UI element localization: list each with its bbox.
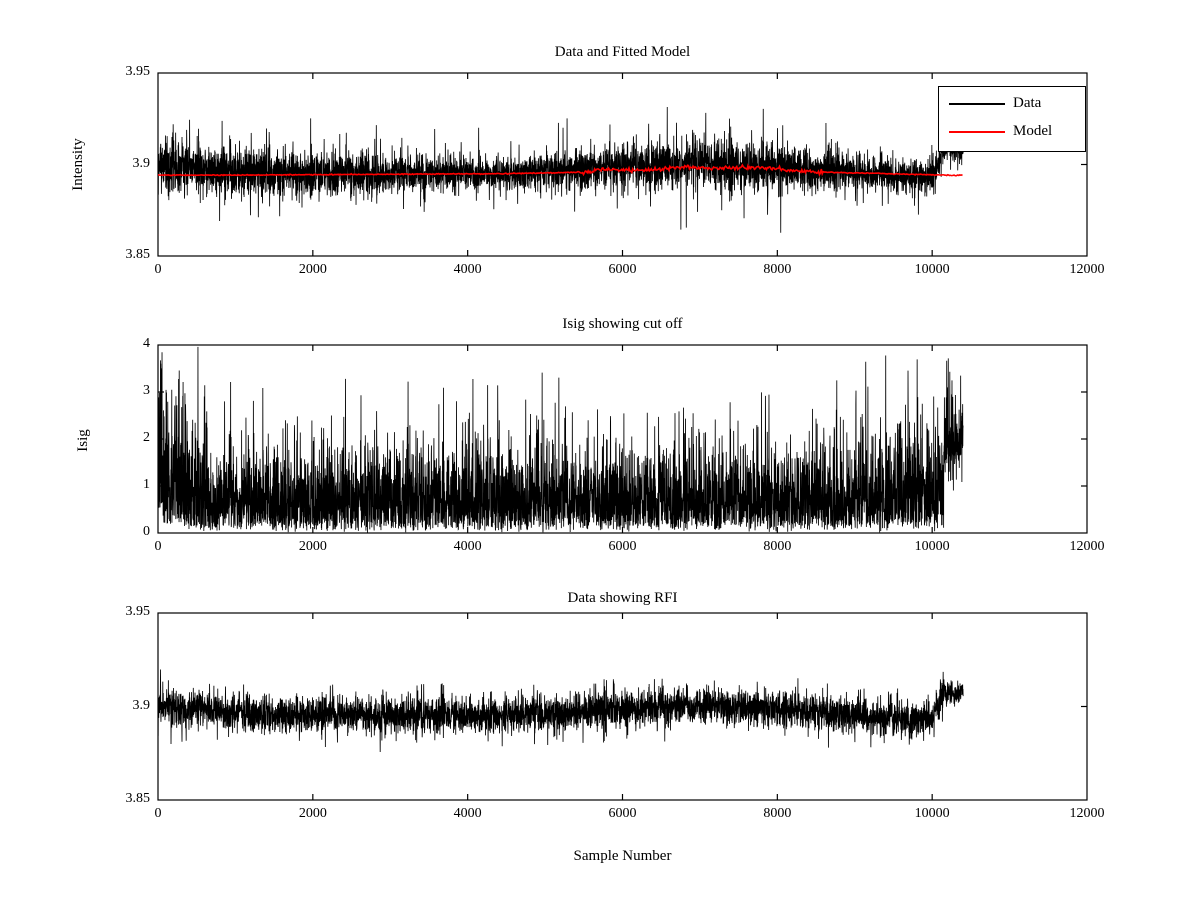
x-tick-label: 6000 — [608, 262, 637, 277]
x-tick-label: 6000 — [608, 539, 637, 554]
plot-area-bottom — [157, 612, 1088, 801]
panel-data-and-fitted-model: Data and Fitted Model Intensity 0 2000 400… — [0, 0, 1200, 300]
legend-label-model: Model — [1013, 123, 1053, 139]
x-tick-label: 2000 — [298, 806, 327, 821]
x-tick-label: 8000 — [763, 262, 792, 277]
plot-title-middle: Isig showing cut off — [562, 316, 683, 332]
x-tick-label: 10000 — [914, 539, 950, 554]
x-tick-label: 8000 — [763, 539, 792, 554]
x-tick-label: 12000 — [1069, 262, 1105, 277]
plot-title-top: Data and Fitted Model — [554, 44, 691, 60]
isig-trace-middle — [158, 346, 964, 533]
legend-entry-data: Data — [939, 93, 1085, 115]
legend-swatch-data — [949, 103, 1005, 105]
plot-area-top — [157, 72, 1088, 257]
data-trace-bottom — [158, 669, 964, 753]
y-tick-label: 4 — [143, 336, 150, 351]
x-tick-label: 2000 — [298, 539, 327, 554]
y-tick-label: 3.9 — [132, 697, 151, 713]
x-tick-label: 2000 — [298, 262, 327, 277]
x-tick-label: 10000 — [914, 806, 950, 821]
y-tick-label: 1 — [143, 477, 150, 492]
x-tick-label: 12000 — [1069, 806, 1105, 821]
y-tick-label: 3.85 — [125, 791, 151, 806]
x-tick-label: 0 — [154, 806, 162, 821]
x-axis-label-sample-number: Sample Number — [573, 848, 672, 864]
plot-area-middle — [157, 344, 1088, 534]
panel-isig-showing-cut-off: Isig showing cut off Isig 0 2000 4000 6000 8… — [0, 300, 1200, 580]
plot-title-bottom: Data showing RFI — [567, 590, 678, 606]
y-tick-label: 3.95 — [125, 604, 151, 619]
legend-swatch-model — [949, 131, 1005, 133]
model-trace-top — [158, 163, 963, 177]
legend: Data Model — [938, 86, 1086, 152]
x-tick-label: 4000 — [453, 262, 482, 277]
x-tick-label: 10000 — [914, 262, 950, 277]
x-tick-label: 0 — [154, 262, 162, 277]
y-tick-label: 3.9 — [132, 155, 151, 171]
x-tick-label: 4000 — [453, 539, 482, 554]
y-tick-label: 3 — [143, 383, 150, 398]
legend-entry-model: Model — [939, 121, 1085, 143]
panel-data-showing-rfi: Data showing RFI Sample Number 0 2000 4000… — [0, 580, 1200, 900]
x-tick-label: 12000 — [1069, 539, 1105, 554]
x-tick-label: 4000 — [453, 806, 482, 821]
x-tick-label: 0 — [154, 539, 162, 554]
y-tick-label: 3.85 — [125, 247, 151, 262]
y-tick-label: 3.95 — [125, 64, 151, 79]
x-tick-label: 8000 — [763, 806, 792, 821]
legend-label-data: Data — [1013, 95, 1042, 111]
y-tick-label: 0 — [143, 524, 150, 539]
data-trace-top — [158, 107, 964, 233]
x-tick-label: 6000 — [608, 806, 637, 821]
y-tick-label: 2 — [143, 430, 150, 445]
